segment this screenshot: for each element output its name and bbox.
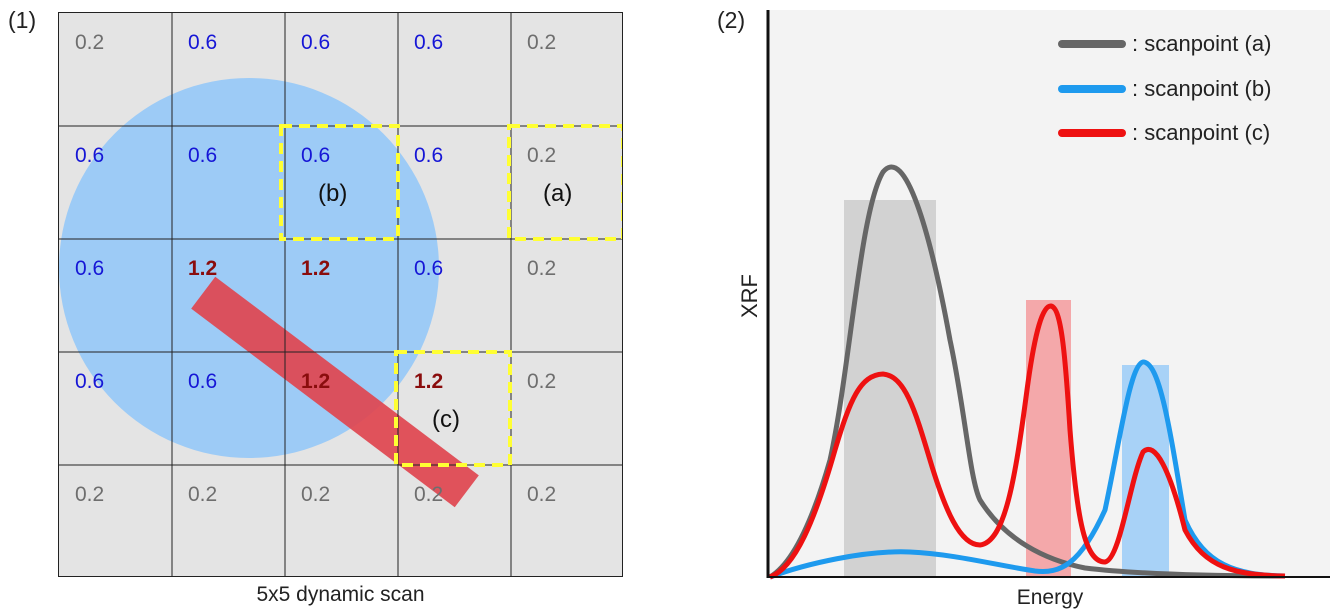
cell-1-0: 0.6 [75, 144, 105, 167]
panel-1-caption: 5x5 dynamic scan [256, 583, 425, 606]
legend-swatch-a [1058, 40, 1126, 48]
scanpoint-c-box [394, 350, 512, 467]
legend-item-b: : scanpoint (b) [1058, 74, 1271, 104]
cell-1-1: 0.6 [188, 144, 218, 167]
panel-1-label: (1) [8, 7, 37, 33]
cell-3-3: 1.2 [414, 370, 444, 393]
cell-0-2: 0.6 [301, 31, 331, 54]
scan-grid-overlay [59, 13, 622, 576]
cell-0-1: 0.6 [188, 31, 218, 54]
cell-2-2: 1.2 [301, 257, 331, 280]
cell-1-3: 0.6 [414, 144, 444, 167]
cell-0-0: 0.2 [75, 31, 105, 54]
curve-scanpoint-a [768, 164, 1286, 580]
y-axis-label: XRF [737, 274, 762, 318]
cell-1-4: 0.2 [527, 144, 557, 167]
cell-3-1: 0.6 [188, 370, 218, 393]
cell-4-0: 0.2 [75, 483, 105, 506]
cell-4-2: 0.2 [301, 483, 331, 506]
cell-4-4: 0.2 [527, 483, 557, 506]
legend-swatch-c [1058, 129, 1126, 137]
cell-3-0: 0.6 [75, 370, 105, 393]
scanpoint-a-label: (a) [543, 180, 573, 207]
cell-2-0: 0.6 [75, 257, 105, 280]
legend-label-c: : scanpoint (c) [1132, 120, 1271, 145]
x-axis-label: Energy [1016, 586, 1084, 609]
cell-4-1: 0.2 [188, 483, 218, 506]
legend-item-c: : scanpoint (c) [1058, 118, 1270, 148]
scanpoint-c-label: (c) [432, 406, 460, 433]
cell-1-2: 0.6 [301, 144, 331, 167]
sample-feature-bar [191, 276, 479, 508]
panel-2-label: (2) [717, 7, 746, 33]
cell-2-4: 0.2 [527, 257, 557, 280]
sample-region-circle [59, 78, 439, 458]
grid-lines [59, 13, 622, 576]
cell-3-4: 0.2 [527, 370, 557, 393]
scan-grid: 0.2 0.6 0.6 0.6 0.2 0.6 0.6 0.6 0.6 0.2 … [58, 12, 623, 577]
xrf-plot [766, 10, 1330, 580]
legend-label-b: : scanpoint (b) [1132, 76, 1272, 101]
scanpoint-b-label: (b) [318, 180, 348, 207]
cell-0-3: 0.6 [414, 31, 444, 54]
curve-scanpoint-c [768, 303, 1286, 580]
legend-swatch-b [1058, 85, 1126, 93]
scanpoint-b-box [279, 124, 400, 241]
cell-3-2: 1.2 [301, 370, 331, 393]
legend-label-a: : scanpoint (a) [1132, 31, 1272, 56]
cell-2-1: 1.2 [188, 257, 218, 280]
cell-4-3: 0.2 [414, 483, 444, 506]
scanpoint-a-box [507, 124, 622, 241]
cell-2-3: 0.6 [414, 257, 444, 280]
cell-0-4: 0.2 [527, 31, 557, 54]
legend-item-a: : scanpoint (a) [1058, 29, 1271, 59]
